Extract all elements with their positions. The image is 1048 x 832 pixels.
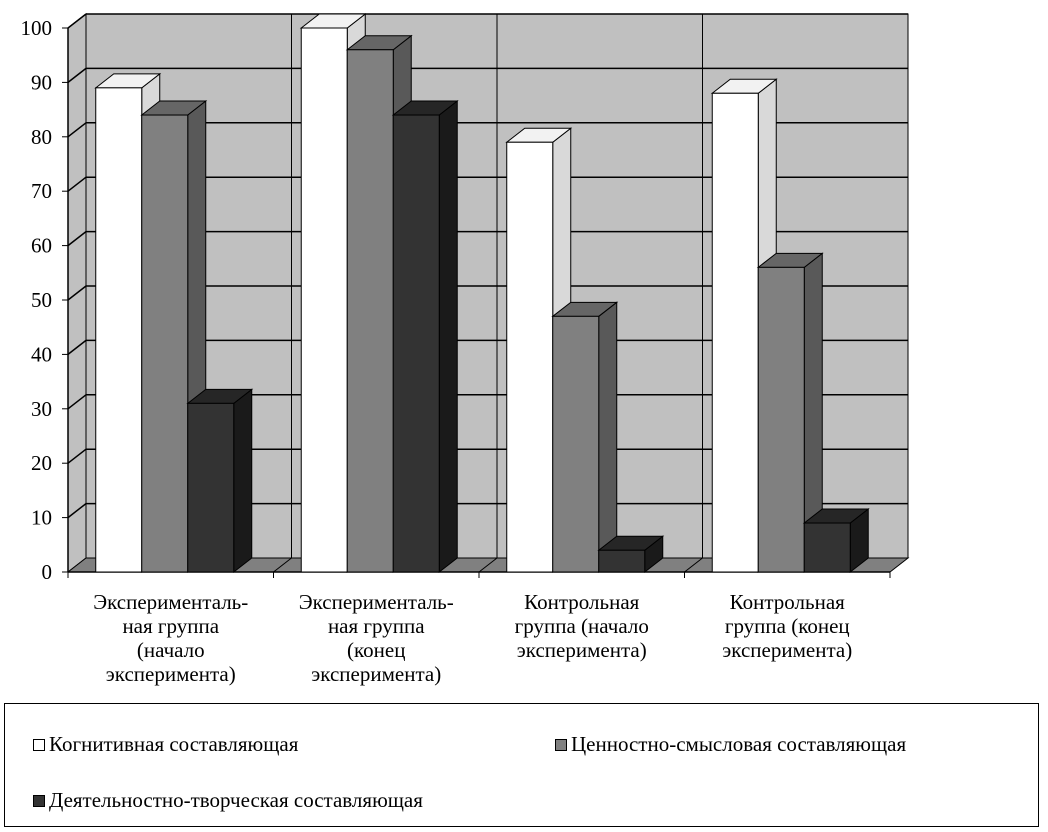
floor-divider <box>273 557 292 573</box>
y-tick-label: 100 <box>21 16 53 40</box>
gridline-side <box>67 448 87 464</box>
y-tick-label: 40 <box>31 342 52 366</box>
gridline-side <box>67 13 87 29</box>
y-tick-label: 50 <box>31 288 52 312</box>
x-category-label: Эксперименталь- ная группа (начало экспе… <box>93 590 249 686</box>
bar-activity-creative <box>598 549 646 573</box>
y-tick-label: 80 <box>31 125 52 149</box>
legend-item-cognitive: Когнитивная составляющая <box>33 732 298 757</box>
bar-value-semantic-side <box>598 301 618 574</box>
bar-activity-creative-side <box>438 100 458 574</box>
y-tick-label: 70 <box>31 179 52 203</box>
y-tick-label: 90 <box>31 70 52 94</box>
y-tick-label: 30 <box>31 397 52 421</box>
y-tick-label: 10 <box>31 506 52 530</box>
bar-value-semantic <box>552 315 600 573</box>
gridline-side <box>67 394 87 410</box>
legend-swatch-value-semantic <box>555 738 567 751</box>
bar-activity-creative <box>187 402 235 573</box>
bar-cognitive <box>506 141 554 573</box>
gridline-side <box>67 339 87 355</box>
legend-label-value-semantic: Ценностно-смысловая составляющая <box>571 732 907 756</box>
legend-item-activity-creative: Деятельностно-творческая составляющая <box>33 788 423 813</box>
gridline-side <box>67 122 87 138</box>
gridline-side <box>67 67 87 83</box>
y-tick-label: 0 <box>42 560 53 584</box>
legend: Когнитивная составляющая Ценностно-смысл… <box>4 703 1039 827</box>
gridline-side <box>67 503 87 519</box>
bar-value-semantic <box>346 49 394 573</box>
bar-activity-creative-side <box>233 388 253 574</box>
bar-activity-creative <box>392 114 440 573</box>
legend-label-cognitive: Когнитивная составляющая <box>49 732 299 756</box>
y-tick-label: 20 <box>31 451 52 475</box>
x-category-label: Контрольная группа (конец эксперимента) <box>722 590 853 662</box>
legend-item-value-semantic: Ценностно-смысловая составляющая <box>555 732 906 757</box>
gridline-side <box>67 285 87 301</box>
x-category-label: Контрольная группа (начало эксперимента) <box>514 590 649 662</box>
bar-cognitive <box>300 27 348 573</box>
legend-label-activity-creative: Деятельностно-творческая составляющая <box>49 788 423 812</box>
gridline-side <box>67 176 87 192</box>
bar-activity-creative <box>803 522 851 573</box>
y-tick-label: 60 <box>31 234 52 258</box>
floor-divider <box>684 557 703 573</box>
legend-swatch-cognitive <box>33 738 45 751</box>
bar-value-semantic <box>141 114 189 573</box>
floor-divider <box>478 557 498 573</box>
x-category-label: Эксперименталь- ная группа (конец экспер… <box>298 590 454 686</box>
bar-cognitive <box>711 92 759 573</box>
legend-swatch-activity-creative <box>33 794 45 807</box>
bar-cognitive <box>95 87 143 573</box>
gridline-side <box>67 231 87 247</box>
chart: 0 10 20 30 40 50 60 70 80 90 100 <box>21 12 910 584</box>
bar-value-semantic <box>757 266 805 573</box>
